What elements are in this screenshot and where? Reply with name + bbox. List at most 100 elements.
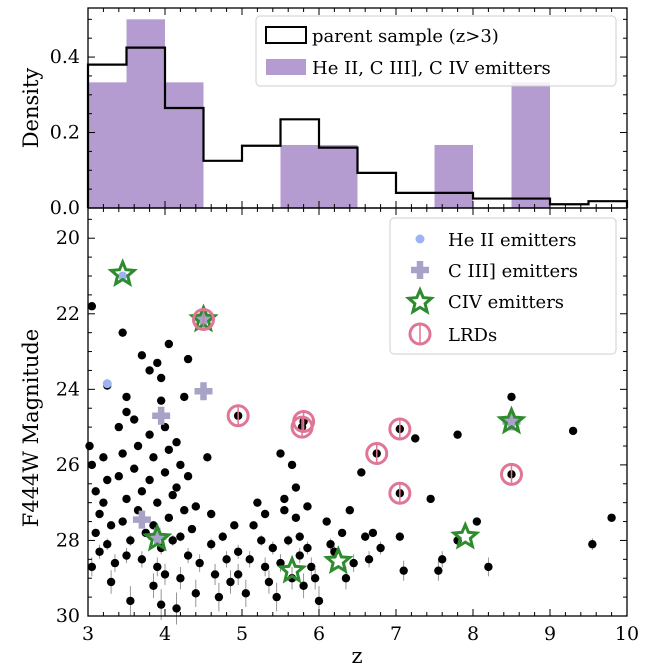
parent-point xyxy=(364,555,374,564)
parent-point xyxy=(507,392,516,402)
y-tick-label: 24 xyxy=(56,378,80,400)
parent-point xyxy=(376,543,385,553)
parent-point xyxy=(472,517,482,526)
parent-point xyxy=(484,562,493,572)
y-tick-label: 26 xyxy=(56,454,80,476)
parent-point xyxy=(280,494,289,504)
parent-point xyxy=(137,351,147,360)
magnitude-ticks: 3 4 5 6 7 8 9 10 20 22 24 26 28 30 xyxy=(56,208,639,645)
civ-marker xyxy=(496,405,527,435)
lrd-marker xyxy=(500,462,523,486)
y-tick-label: 20 xyxy=(56,227,80,249)
parent-point xyxy=(106,521,116,530)
parent-point xyxy=(203,453,212,462)
magnitude-legend-box xyxy=(389,217,617,355)
parent-point xyxy=(295,532,304,541)
lrd-marker xyxy=(192,307,215,331)
parent-point xyxy=(114,422,124,432)
heii-legend-marker xyxy=(415,234,425,244)
parent-point xyxy=(168,536,177,545)
legend-marker-lrd xyxy=(408,322,432,346)
density-legend: parent sample (z>3) He II, C III], C IV … xyxy=(255,15,617,87)
heii-marker xyxy=(118,271,128,281)
legend-label-lrd: LRDs xyxy=(448,325,497,346)
density-legend-box xyxy=(255,15,617,87)
parent-point xyxy=(434,566,443,575)
legend-marker-civ xyxy=(404,286,436,315)
parent-point xyxy=(180,392,189,402)
parent-point xyxy=(103,540,112,549)
parent-point xyxy=(276,449,285,458)
x-tick-label: 9 xyxy=(544,623,556,645)
parent-point xyxy=(264,577,274,587)
parent-point xyxy=(191,589,200,598)
parent-point xyxy=(160,468,170,477)
parent-point xyxy=(207,540,216,549)
y-tick-label: 0.0 xyxy=(50,197,80,219)
emitter-bar-3 xyxy=(280,144,358,208)
parent-point xyxy=(95,547,104,556)
parent-point xyxy=(222,555,231,564)
legend-marker-heii xyxy=(415,234,425,244)
lrd-marker xyxy=(290,415,314,439)
parent-point xyxy=(195,558,204,568)
legend-marker-ciii xyxy=(411,261,429,279)
parent-point xyxy=(210,570,220,579)
civ-marker xyxy=(107,258,138,287)
parent-point xyxy=(176,460,185,470)
parent-point xyxy=(137,487,147,496)
parent-point xyxy=(588,540,597,549)
parent-point xyxy=(145,366,154,375)
parent-point xyxy=(345,506,354,515)
parent-point xyxy=(118,517,127,526)
parent-point xyxy=(260,509,270,519)
y-tick-label: 28 xyxy=(56,529,80,551)
parent-point xyxy=(284,536,293,545)
parent-point xyxy=(253,498,262,507)
parent-point xyxy=(218,532,227,541)
emitter-bar-5 xyxy=(511,82,550,208)
legend-label-heii: He II emitters xyxy=(448,230,576,251)
magnitude-axes-frame xyxy=(87,207,628,617)
y-tick-label: 0.2 xyxy=(50,122,80,144)
parent-point xyxy=(299,581,308,590)
parent-point xyxy=(280,506,289,515)
parent-point xyxy=(395,532,405,541)
parent-point xyxy=(103,475,112,485)
x-tick-label: 8 xyxy=(467,623,479,645)
magnitude-legend: He II emitters C III] emitters CIV emitt… xyxy=(389,217,617,355)
parent-point xyxy=(368,528,378,538)
parent-point xyxy=(156,600,166,609)
x-tick-label: 7 xyxy=(390,623,402,645)
parent-point xyxy=(287,460,297,470)
parent-point xyxy=(145,430,154,439)
parent-point xyxy=(133,441,143,451)
parent-point xyxy=(453,430,462,439)
emitter-bar-1 xyxy=(126,19,165,208)
parent-point xyxy=(233,547,243,556)
parent-point xyxy=(183,472,193,481)
parent-point xyxy=(233,570,243,579)
parent-point xyxy=(303,502,312,511)
parent-point xyxy=(322,517,331,526)
emitter-bar-0 xyxy=(88,82,127,208)
parent-point xyxy=(349,558,358,568)
parent-point xyxy=(438,555,447,564)
parent-point xyxy=(257,536,266,545)
parent-point xyxy=(310,574,320,583)
ciii-marker xyxy=(194,382,213,401)
parent-point xyxy=(122,551,131,560)
y-tick-label: 30 xyxy=(56,605,80,627)
parent-point xyxy=(145,475,154,485)
density-ylabel: Density xyxy=(19,68,43,149)
legend-label-civ: CIV emitters xyxy=(448,292,564,313)
parent-point xyxy=(183,354,193,364)
x-tick-label: 4 xyxy=(159,623,171,645)
civ-marker xyxy=(276,554,308,584)
parent-point xyxy=(99,453,108,462)
redshift-xlabel: z xyxy=(351,644,362,664)
parent-point xyxy=(126,536,135,545)
parent-point xyxy=(230,521,239,530)
legend-label-emitters: He II, C III], C IV emitters xyxy=(312,58,551,79)
parent-point xyxy=(118,449,127,458)
